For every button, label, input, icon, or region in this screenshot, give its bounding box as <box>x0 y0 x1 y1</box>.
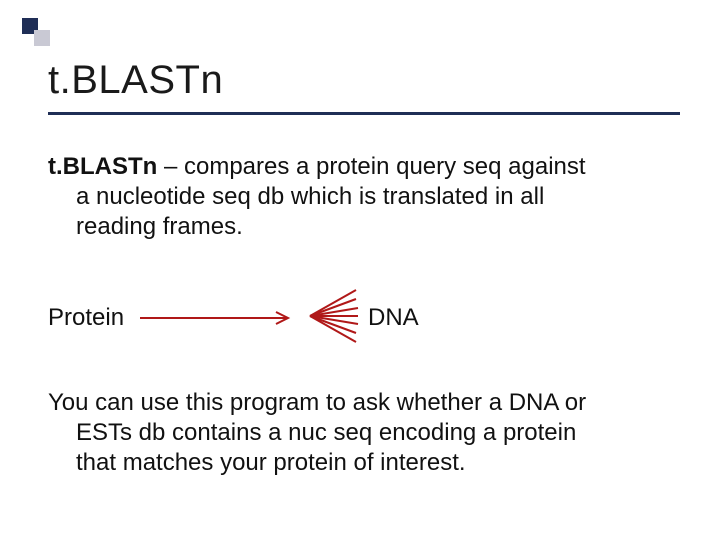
para1-lead-bold: t.BLASTn <box>48 153 157 180</box>
para1-line3: reading frames. <box>48 212 672 242</box>
para2-line3: that matches your protein of interest. <box>48 448 672 478</box>
para1-line1-rest: – compares a protein query seq against <box>157 153 585 180</box>
burst-icon <box>306 284 362 348</box>
para2-line2: ESTs db contains a nuc seq encoding a pr… <box>48 418 672 448</box>
arrow-icon <box>140 310 300 326</box>
accent-light-square <box>34 30 50 46</box>
para1-line2: a nucleotide seq db which is translated … <box>48 182 672 212</box>
paragraph-2: You can use this program to ask whether … <box>48 388 672 478</box>
corner-accent <box>22 18 50 46</box>
dna-label: DNA <box>368 304 419 332</box>
diagram-row: Protein DNA <box>48 288 672 348</box>
protein-label: Protein <box>48 304 124 332</box>
slide-title: t.BLASTn <box>48 58 223 103</box>
para2-line1: You can use this program to ask whether … <box>48 389 586 416</box>
paragraph-1: t.BLASTn – compares a protein query seq … <box>48 152 672 242</box>
title-underline <box>48 112 680 115</box>
